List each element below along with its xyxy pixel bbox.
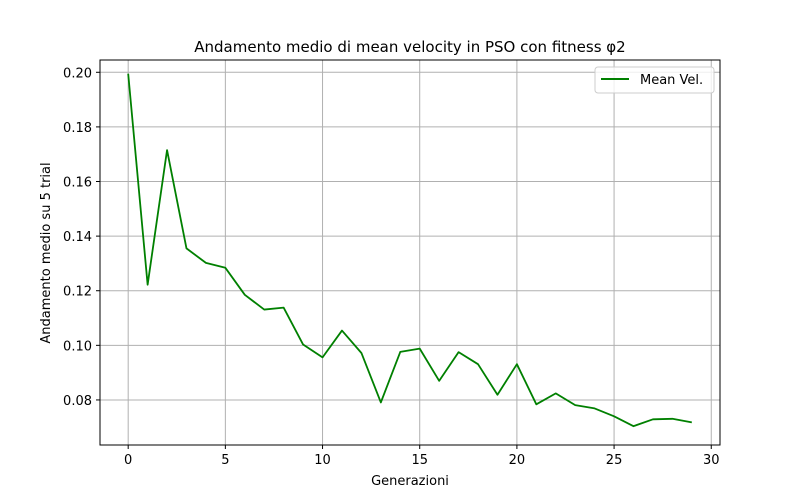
series-layer	[127, 73, 692, 428]
legend-box	[594, 66, 715, 94]
legend-label: Mean Vel.	[640, 73, 703, 88]
legend: Mean Vel.	[594, 66, 715, 94]
x-axis-label: Generazioni	[371, 474, 449, 489]
axis-layer: 0 5 10 15 20 25 30 0.08 0.10 0.12 0.14 0.16 0.18 0.20	[63, 66, 719, 468]
y-tick-label: 0.10	[63, 339, 92, 354]
series-line-mean-vel	[127, 73, 692, 428]
y-tick-label: 0.08	[63, 394, 92, 409]
y-axis-label: Andamento medio su 5 trial	[39, 162, 54, 343]
y-tick-label: 0.12	[63, 285, 92, 300]
chart-title: Andamento medio di mean velocity in PSO …	[194, 38, 625, 56]
x-tick-label: 20	[509, 453, 526, 468]
y-tick-label: 0.16	[63, 176, 92, 191]
x-tick-label: 10	[314, 453, 331, 468]
y-tick-label: 0.14	[63, 230, 92, 245]
x-tick-label: 25	[606, 453, 623, 468]
plot-frame	[99, 59, 721, 446]
x-tick-label: 0	[124, 453, 132, 468]
x-tick-label: 5	[221, 453, 229, 468]
y-tick-label: 0.20	[63, 66, 92, 81]
x-tick-label: 30	[703, 453, 720, 468]
x-tick-label: 15	[411, 453, 428, 468]
y-tick-label: 0.18	[63, 121, 92, 136]
